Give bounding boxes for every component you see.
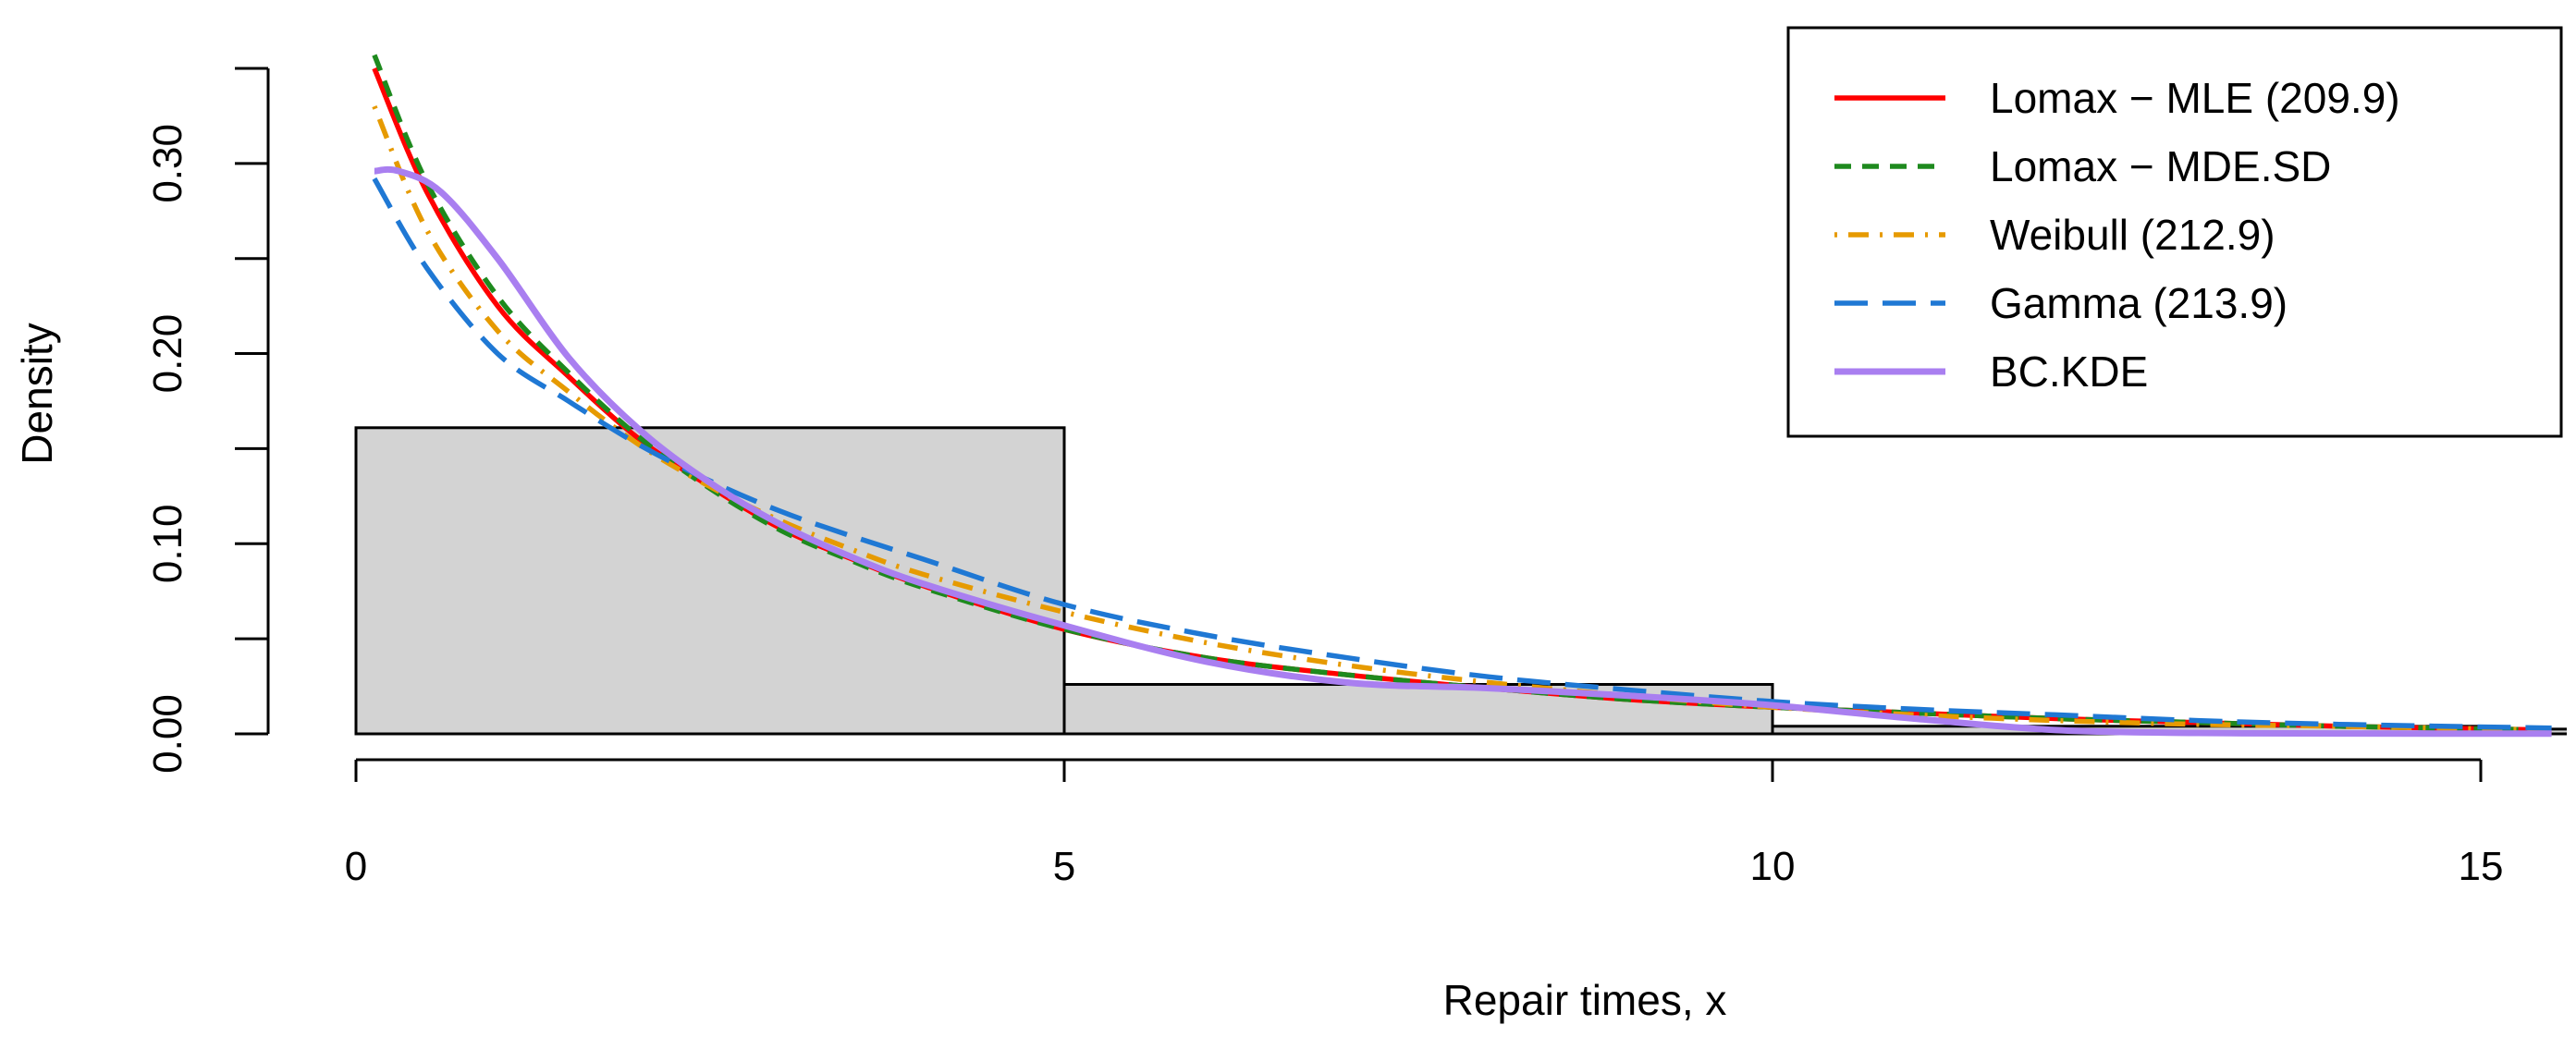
y-axis-label: Density <box>13 323 61 464</box>
x-axis: 0 5 10 15 <box>345 758 2504 889</box>
legend-label: Gamma (213.9) <box>1990 279 2288 327</box>
x-tick-label: 15 <box>2459 844 2504 889</box>
series-line <box>372 54 2552 733</box>
y-tick-label: 0.10 <box>145 504 190 583</box>
series-line <box>374 165 2552 738</box>
histogram-bar <box>1062 683 1774 736</box>
x-tick-label: 0 <box>345 844 367 889</box>
histogram-bar <box>354 426 1066 736</box>
legend: Lomax − MLE (209.9) Lomax − MDE.SD Weibull… <box>1786 26 2563 438</box>
x-axis-label: Repair times, x <box>1443 976 1727 1024</box>
density-curves <box>372 54 2552 738</box>
x-tick-label: 10 <box>1750 844 1796 889</box>
y-tick-label: 0.30 <box>145 124 190 203</box>
y-tick-label: 0.00 <box>145 694 190 774</box>
legend-label: Lomax − MLE (209.9) <box>1990 74 2400 122</box>
legend-label: BC.KDE <box>1990 348 2148 396</box>
series-line <box>372 105 2552 733</box>
legend-label: Lomax − MDE.SD <box>1990 142 2331 190</box>
x-tick-label: 5 <box>1053 844 1075 889</box>
legend-label: Weibull (212.9) <box>1990 211 2275 259</box>
series-line <box>372 177 2552 731</box>
y-tick-label: 0.20 <box>145 314 190 394</box>
y-axis: 0.00 0.10 0.20 0.30 <box>145 67 270 774</box>
